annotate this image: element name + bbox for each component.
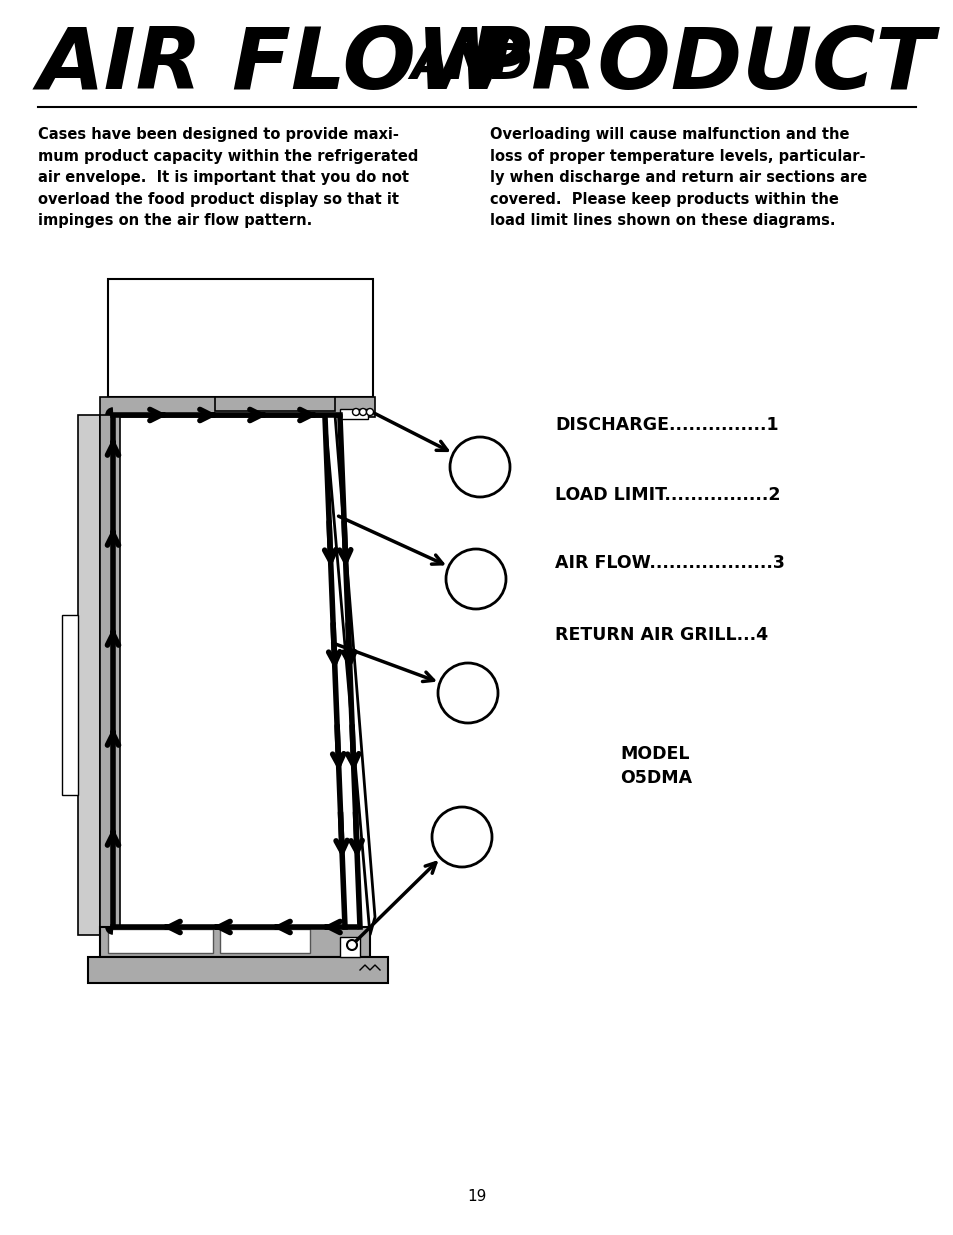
Bar: [108, 279, 373, 396]
Text: AND: AND: [410, 41, 532, 89]
Circle shape: [437, 663, 497, 722]
Text: MODEL: MODEL: [619, 745, 689, 763]
Bar: [214, 396, 335, 411]
Bar: [78, 415, 100, 935]
Text: AIR FLOW...................3: AIR FLOW...................3: [555, 555, 784, 572]
Circle shape: [432, 806, 492, 867]
Bar: [100, 415, 120, 927]
Text: RETURN AIR GRILL...4: RETURN AIR GRILL...4: [555, 626, 767, 643]
Circle shape: [450, 437, 510, 496]
Bar: [62, 615, 78, 795]
Circle shape: [359, 409, 366, 415]
Bar: [220, 929, 310, 953]
Text: 19: 19: [467, 1189, 486, 1204]
Text: LOAD LIMIT................2: LOAD LIMIT................2: [555, 487, 780, 504]
Bar: [88, 957, 388, 983]
Circle shape: [366, 409, 374, 415]
Circle shape: [347, 940, 356, 950]
Text: Overloading will cause malfunction and the
loss of proper temperature levels, pa: Overloading will cause malfunction and t…: [490, 127, 866, 228]
Circle shape: [352, 409, 359, 415]
Polygon shape: [325, 415, 375, 935]
Bar: [108, 929, 213, 953]
Text: PRODUCT LOADING: PRODUCT LOADING: [468, 23, 953, 106]
Text: AIR FLOW: AIR FLOW: [38, 23, 512, 106]
Text: Cases have been designed to provide maxi-
mum product capacity within the refrig: Cases have been designed to provide maxi…: [38, 127, 418, 228]
Bar: [100, 927, 370, 957]
Circle shape: [446, 550, 505, 609]
Text: O5DMA: O5DMA: [619, 769, 691, 787]
Text: DISCHARGE...............1: DISCHARGE...............1: [555, 416, 778, 433]
Bar: [339, 409, 368, 419]
Bar: [100, 396, 375, 417]
Bar: [339, 937, 359, 957]
